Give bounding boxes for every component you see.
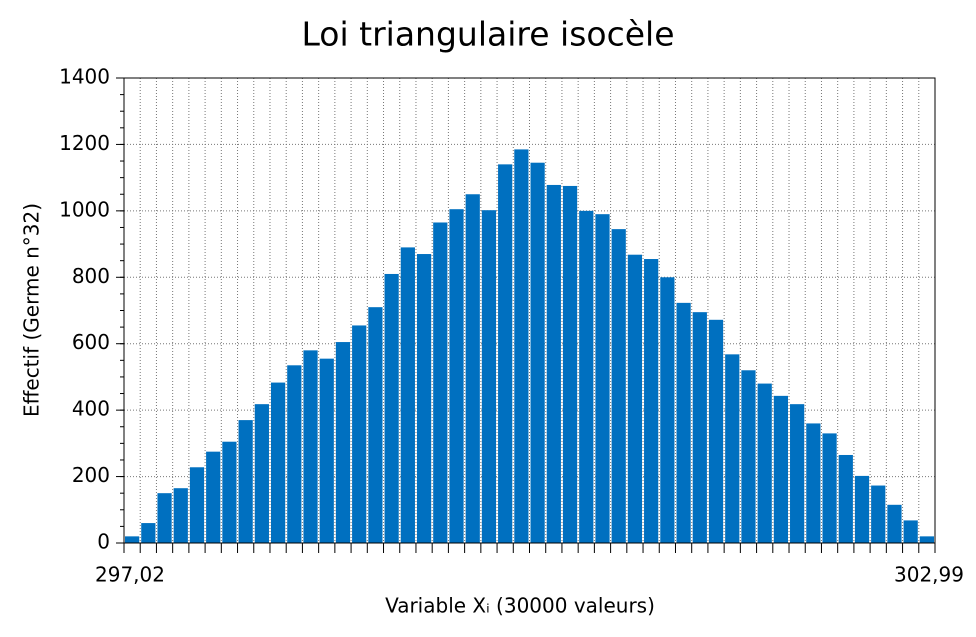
chart-title: Loi triangulaire isocèle [302, 15, 675, 54]
bar [854, 475, 870, 543]
bar [838, 454, 853, 543]
bar [125, 536, 140, 543]
bar [595, 214, 610, 543]
bar [871, 485, 886, 543]
y-tick-label: 1200 [59, 131, 110, 155]
bar [919, 536, 934, 543]
y-tick-label: 200 [72, 463, 110, 487]
bar [173, 488, 188, 543]
bar [676, 302, 691, 543]
bar [757, 383, 772, 543]
y-tick-label: 600 [72, 330, 110, 354]
bar [368, 307, 383, 543]
bar [725, 354, 740, 543]
bar [627, 254, 643, 543]
y-tick-label: 1400 [59, 65, 110, 89]
bar [514, 149, 529, 544]
bar [790, 404, 805, 543]
y-tick-label: 400 [72, 397, 110, 421]
y-tick-label: 1000 [59, 197, 110, 221]
bar [449, 209, 464, 544]
bar [303, 350, 318, 543]
bar [270, 382, 286, 543]
bar [562, 185, 578, 544]
bar [481, 210, 497, 543]
bar [141, 523, 156, 543]
bar [400, 247, 415, 543]
bar [822, 433, 837, 543]
y-tick-label: 0 [97, 530, 110, 554]
bar [319, 358, 334, 543]
bar [611, 229, 626, 543]
bar [579, 210, 594, 543]
bar [433, 222, 448, 543]
bar [465, 194, 480, 543]
bar [546, 184, 561, 543]
bar [352, 325, 367, 543]
bar [741, 370, 756, 543]
bar [189, 467, 205, 543]
bar [206, 451, 221, 543]
bar [254, 404, 269, 543]
x-axis-label: Variable Xᵢ (30000 valeurs) [385, 594, 655, 618]
bar [530, 162, 545, 544]
bar [238, 420, 253, 543]
bar [416, 254, 432, 544]
bar [692, 312, 707, 543]
y-tick-label: 800 [72, 264, 110, 288]
bar [644, 259, 659, 543]
bar [335, 342, 351, 543]
y-axis-label: Effectif (Germe n°32) [20, 203, 44, 417]
bar [498, 164, 513, 543]
bar [660, 277, 675, 543]
x-tick-label: 297,02 [95, 563, 165, 587]
plot-frame [123, 77, 936, 544]
bar [222, 441, 237, 543]
bar [287, 365, 302, 543]
bar [903, 520, 918, 543]
bar [157, 493, 172, 543]
bar [708, 319, 724, 543]
bar [773, 395, 789, 543]
bar [806, 423, 821, 543]
bar [887, 504, 902, 543]
x-tick-label: 302,99 [894, 563, 964, 587]
bar [384, 273, 399, 543]
